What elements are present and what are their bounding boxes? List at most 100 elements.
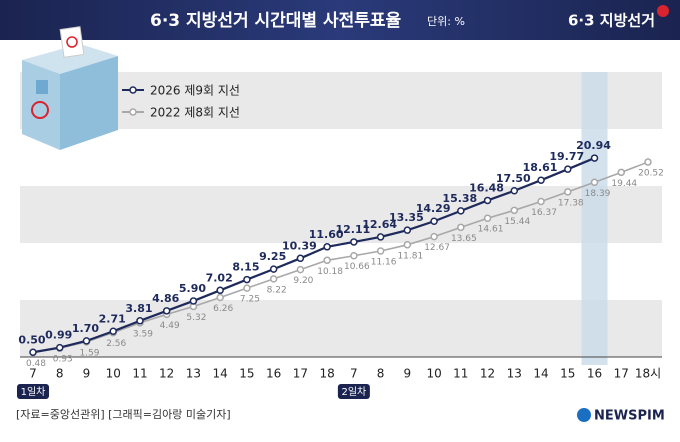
series-line <box>32 157 595 354</box>
x-tick-label: 9 <box>83 367 91 381</box>
point <box>350 238 358 246</box>
data-label: 12.67 <box>424 243 450 253</box>
point <box>243 275 251 284</box>
data-label: 11.60 <box>309 228 344 241</box>
point <box>296 265 305 274</box>
data-label: 1.70 <box>72 322 99 335</box>
point <box>403 241 412 249</box>
data-label: 6.26 <box>213 304 233 314</box>
background-band <box>20 72 662 129</box>
x-tick-label: 14 <box>213 367 228 381</box>
point <box>590 154 599 162</box>
x-tick-label: 7 <box>350 367 358 381</box>
point <box>564 165 572 173</box>
point <box>376 247 385 255</box>
source-note: [자료=중앙선관위] [그래픽=김아랑 미술기자] <box>16 408 231 421</box>
x-tick-label: 15 <box>560 367 575 381</box>
x-tick-label: 13 <box>507 367 522 381</box>
x-tick-label: 18 <box>319 367 334 381</box>
logo-badge <box>657 5 669 17</box>
data-label: 14.61 <box>478 225 504 235</box>
point <box>430 217 438 225</box>
day-label: 1일차 <box>21 386 46 398</box>
brand: NEWSPIM <box>594 409 665 424</box>
point <box>55 343 64 352</box>
point <box>457 207 465 215</box>
point <box>457 223 465 232</box>
data-label: 12.64 <box>362 218 397 231</box>
data-label: 15.38 <box>442 192 477 205</box>
background-band <box>20 186 662 243</box>
point <box>483 196 492 205</box>
data-label: 3.81 <box>125 302 152 315</box>
data-label: 13.35 <box>389 211 424 224</box>
point <box>537 197 545 206</box>
data-label: 10.39 <box>282 239 317 252</box>
background-band <box>20 300 662 357</box>
day-badge <box>17 384 49 399</box>
point <box>269 265 278 273</box>
data-label: 7.25 <box>240 295 260 305</box>
data-label: 4.49 <box>160 321 180 331</box>
data-label: 11.16 <box>371 257 397 267</box>
data-label: 20.94 <box>576 139 611 152</box>
data-label: 20.52 <box>638 169 664 179</box>
logo: 6·3 지방선거 <box>568 12 655 30</box>
x-tick-label: 10 <box>106 367 121 381</box>
x-tick-label: 7 <box>29 367 37 381</box>
point <box>590 178 599 187</box>
point <box>162 307 171 315</box>
data-label: 17.38 <box>558 198 584 208</box>
data-label: 2.71 <box>99 312 126 325</box>
data-label: 19.77 <box>549 150 584 163</box>
day-badge <box>337 384 370 399</box>
point <box>376 233 385 241</box>
point <box>510 206 519 215</box>
plot-area: 7 8 9 10 11 12 13 14 15 16 17 18 7 8 9 10 11 12 13 14 15 16 17… <box>17 72 664 399</box>
data-label: 18.39 <box>585 189 611 199</box>
x-tick-label: 17 <box>293 367 308 381</box>
data-label: 9.25 <box>259 250 286 263</box>
point <box>82 337 91 345</box>
legend-label: 2022 제8회 지선 <box>150 106 240 120</box>
point <box>109 327 117 336</box>
data-label: 7.02 <box>206 271 233 284</box>
x-tick-label: 9 <box>404 367 412 381</box>
point <box>243 284 251 292</box>
brand-icon <box>577 408 591 422</box>
point <box>189 297 198 305</box>
data-label: 19.44 <box>611 179 637 189</box>
data-label: 4.86 <box>152 292 179 305</box>
x-tick-label: 11 <box>453 367 468 381</box>
x-tick-label: 12 <box>159 367 174 381</box>
data-label: 18.61 <box>523 161 558 174</box>
x-tick-label: 8 <box>56 367 64 381</box>
point <box>644 158 652 166</box>
point <box>323 243 331 251</box>
data-label: 0.50 <box>18 333 45 346</box>
x-tick-label: 12 <box>480 367 495 381</box>
x-tick-label: 16 <box>266 367 281 381</box>
x-tick-label: 11 <box>132 367 147 381</box>
point <box>350 251 358 260</box>
data-label: 5.32 <box>186 313 206 323</box>
point <box>216 286 224 295</box>
header-bar <box>0 0 680 40</box>
legend-label: 2026 제9회 지선 <box>150 84 240 98</box>
point <box>323 256 331 265</box>
point <box>29 348 37 356</box>
x-tick-label: 8 <box>377 367 385 381</box>
ballot-box <box>22 26 118 150</box>
data-label: 10.66 <box>344 262 370 272</box>
data-label: 16.37 <box>531 208 557 218</box>
point <box>617 168 626 177</box>
point <box>136 317 144 325</box>
data-label: 11.81 <box>397 251 423 261</box>
legend-marker <box>129 86 137 94</box>
x-tick-label: 18시 <box>635 367 661 381</box>
day-label: 2일차 <box>341 386 366 398</box>
x-tick-label: 14 <box>533 367 548 381</box>
background-band <box>20 129 662 186</box>
data-label: 2.56 <box>106 339 126 349</box>
